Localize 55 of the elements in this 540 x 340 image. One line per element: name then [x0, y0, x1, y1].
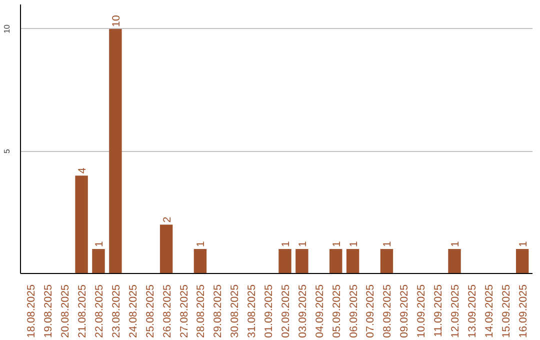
data-label: 1 — [93, 241, 106, 248]
x-tick-label: 19.08.2025 — [42, 284, 55, 338]
x-tick-label: 15.09.2025 — [500, 284, 512, 338]
data-label: 1 — [450, 241, 462, 248]
x-tick-label: 29.08.2025 — [212, 284, 224, 338]
x-tick-label: 10.09.2025 — [416, 284, 428, 338]
x-tick-label: 21.08.2025 — [76, 284, 89, 338]
bar — [346, 249, 360, 274]
x-tick-label: 01.09.2025 — [263, 284, 276, 338]
bar — [296, 249, 308, 274]
bar — [75, 176, 88, 274]
x-tick-label: 27.08.2025 — [178, 284, 190, 338]
bar — [448, 249, 461, 274]
x-tick-label: 31.08.2025 — [246, 284, 258, 338]
bar — [380, 249, 394, 274]
bar — [278, 249, 292, 274]
x-tick-label: 14.09.2025 — [483, 284, 496, 338]
data-label: 1 — [348, 241, 360, 248]
x-tick-label: 11.09.2025 — [432, 284, 445, 338]
x-tick-label: 03.09.2025 — [296, 284, 309, 338]
bar — [516, 249, 529, 274]
bar — [329, 249, 342, 274]
x-tick-label: 06.09.2025 — [348, 284, 360, 338]
x-tick-label: 20.08.2025 — [60, 284, 72, 338]
data-label: 1 — [195, 241, 208, 248]
x-tick-label: 22.08.2025 — [93, 284, 106, 338]
x-tick-label: 28.08.2025 — [195, 284, 208, 338]
x-tick-label: 04.09.2025 — [314, 284, 326, 338]
bar — [109, 28, 122, 274]
y-tick-label: 5 — [2, 148, 12, 154]
data-label: 1 — [296, 241, 309, 248]
x-tick-label: 26.08.2025 — [161, 284, 174, 338]
data-label: 1 — [382, 241, 394, 248]
data-label: 1 — [517, 241, 530, 248]
x-tick-label: 02.09.2025 — [280, 284, 292, 338]
bar — [92, 249, 105, 274]
x-tick-label: 18.08.2025 — [26, 284, 38, 338]
data-label: 2 — [161, 216, 174, 223]
data-label: 10 — [110, 15, 122, 27]
x-tick-label: 05.09.2025 — [330, 284, 343, 338]
x-tick-label: 16.09.2025 — [517, 284, 530, 338]
data-label: 1 — [330, 241, 343, 248]
bar — [194, 249, 207, 274]
x-tick-label: 24.08.2025 — [127, 284, 140, 338]
x-tick-label: 12.09.2025 — [450, 284, 462, 338]
x-tick-label: 23.08.2025 — [110, 284, 122, 338]
data-label: 1 — [280, 241, 292, 248]
x-tick-label: 08.09.2025 — [382, 284, 394, 338]
x-tick-label: 07.09.2025 — [364, 284, 377, 338]
x-tick-label: 25.08.2025 — [144, 284, 156, 338]
data-label: 4 — [76, 168, 89, 174]
x-tick-label: 30.08.2025 — [229, 284, 242, 338]
bar — [160, 224, 173, 274]
x-tick-label: 13.09.2025 — [466, 284, 478, 338]
x-tick-label: 09.09.2025 — [398, 284, 411, 338]
